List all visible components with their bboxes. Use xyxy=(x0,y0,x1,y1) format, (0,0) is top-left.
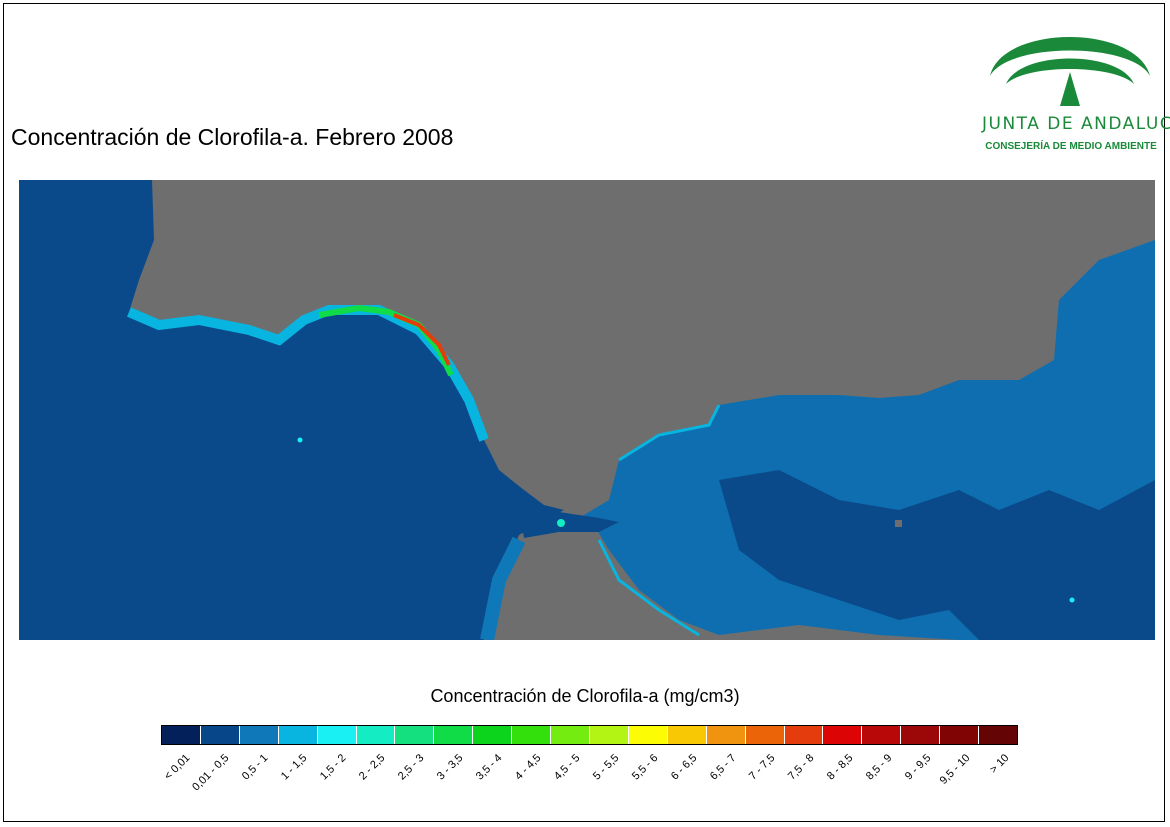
legend-swatch xyxy=(395,726,435,744)
legend-label: 6,5 - 7 xyxy=(707,752,739,783)
legend-label: 8 - 8,5 xyxy=(824,752,856,783)
legend-label: 9 - 9,5 xyxy=(902,752,934,783)
logo-subtitle: CONSEJERÍA DE MEDIO AMBIENTE xyxy=(985,141,1157,152)
legend-swatch xyxy=(628,726,668,744)
legend-labels: < 0,01 0,01 - 0,5 0,5 - 1 1 - 1,5 1,5 - 2 2 -… xyxy=(161,752,1018,812)
legend-label: 5 - 5,5 xyxy=(590,752,622,783)
strait-channel xyxy=(519,510,619,538)
legend-swatch xyxy=(667,726,707,744)
legend-label: 4,5 - 5 xyxy=(551,752,583,783)
legend-swatch xyxy=(745,726,785,744)
legend-label: 1,5 - 2 xyxy=(318,752,349,783)
strait-marker xyxy=(557,519,565,527)
legend-label: 2 - 2,5 xyxy=(357,752,388,783)
legend-label: 5,5 - 6 xyxy=(629,752,661,783)
logo-emblem-icon xyxy=(990,37,1150,106)
legend-swatch xyxy=(239,726,279,744)
legend-label: 1 - 1,5 xyxy=(279,752,310,783)
legend-swatch xyxy=(784,726,824,744)
point-marker xyxy=(1069,597,1075,603)
coastal-band-med xyxy=(597,404,721,637)
map-title: Concentración de Clorofila-a. Febrero 20… xyxy=(11,124,454,150)
east-deep-patch xyxy=(719,470,1155,640)
legend-label: 2,5 - 3 xyxy=(396,752,427,783)
legend-swatch xyxy=(317,726,357,744)
legend-swatch xyxy=(862,726,902,744)
legend-swatch xyxy=(940,726,980,744)
legend-label: < 0,01 xyxy=(162,752,193,783)
legend-swatch xyxy=(589,726,629,744)
legend-swatch xyxy=(823,726,863,744)
color-legend-bar xyxy=(161,725,1018,745)
legend-label: 7,5 - 8 xyxy=(785,752,817,783)
legend-label: 8,5 - 9 xyxy=(863,752,895,783)
legend-label: 0,01 - 0,5 xyxy=(190,752,232,794)
legend-swatch xyxy=(901,726,941,744)
legend-swatch xyxy=(356,726,396,744)
legend-label: 6 - 6,5 xyxy=(668,752,700,783)
legend-label: 3 - 3,5 xyxy=(435,752,466,783)
legend-swatch xyxy=(706,726,746,744)
legend-swatch xyxy=(200,726,240,744)
legend-swatch xyxy=(473,726,513,744)
legend-label: 3,5 - 4 xyxy=(474,752,505,783)
legend-swatch xyxy=(162,726,201,744)
chlorophyll-map xyxy=(19,180,1155,640)
legend-label: 7 - 7,5 xyxy=(746,752,778,783)
legend-label: > 10 xyxy=(987,752,1012,776)
coastal-band-south xyxy=(480,536,526,640)
coastal-band-high xyxy=(393,313,451,366)
legend-label: 0,5 - 1 xyxy=(240,752,271,783)
legend-label: 4 - 4,5 xyxy=(513,752,544,783)
island xyxy=(895,520,902,527)
atlantic-sea xyxy=(19,180,564,640)
coastal-band-north xyxy=(127,305,489,442)
legend-swatch xyxy=(512,726,552,744)
legend-swatch xyxy=(551,726,590,744)
point-marker xyxy=(297,437,303,443)
legend-swatch xyxy=(979,726,1017,744)
logo-name: JUNTA DE ANDALUCIA xyxy=(982,114,1170,134)
legend-swatch xyxy=(434,726,474,744)
legend-label: 9,5 - 10 xyxy=(937,752,973,787)
legend-title: Concentración de Clorofila-a (mg/cm3) xyxy=(430,686,740,706)
junta-de-andalucia-logo: JUNTA DE ANDALUCIA CONSEJERÍA DE MEDIO A… xyxy=(982,14,1170,160)
legend-swatch xyxy=(278,726,318,744)
